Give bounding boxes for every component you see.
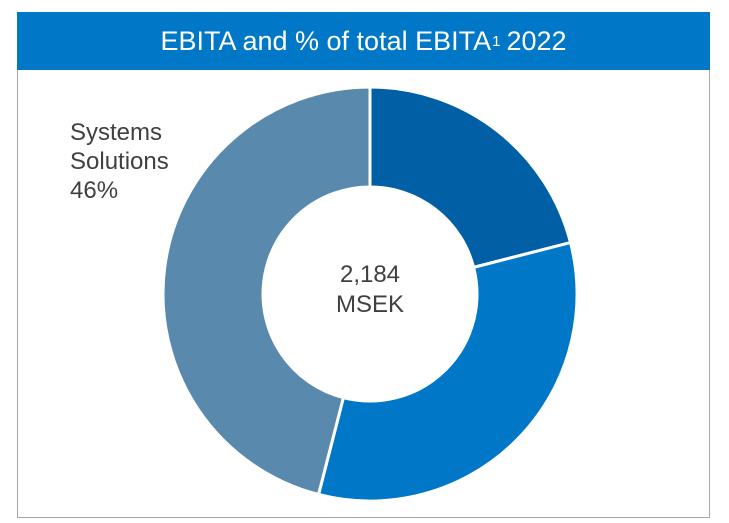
- segment-label-line2: Solutions: [70, 148, 169, 175]
- center-value: 2,184: [339, 261, 401, 288]
- donut-slice-3: [161, 85, 372, 497]
- chart-title-year: 2022: [506, 25, 567, 56]
- segment-label-percent: 46%: [70, 177, 119, 204]
- segment-label-line1: Systems: [70, 119, 163, 146]
- center-unit: MSEK: [335, 291, 404, 318]
- donut-slice-2: [316, 240, 579, 503]
- chart-title: EBITA and % of total EBITA: [160, 25, 492, 56]
- donut-slice-1: [368, 85, 573, 270]
- donut-center-label: 2,184 MSEK: [270, 260, 470, 320]
- systems-solutions-label: Systems Solutions 46%: [70, 118, 169, 205]
- title-footnote-marker: 1: [492, 32, 501, 50]
- chart-header: EBITA and % of total EBITA 1 2022: [17, 12, 710, 70]
